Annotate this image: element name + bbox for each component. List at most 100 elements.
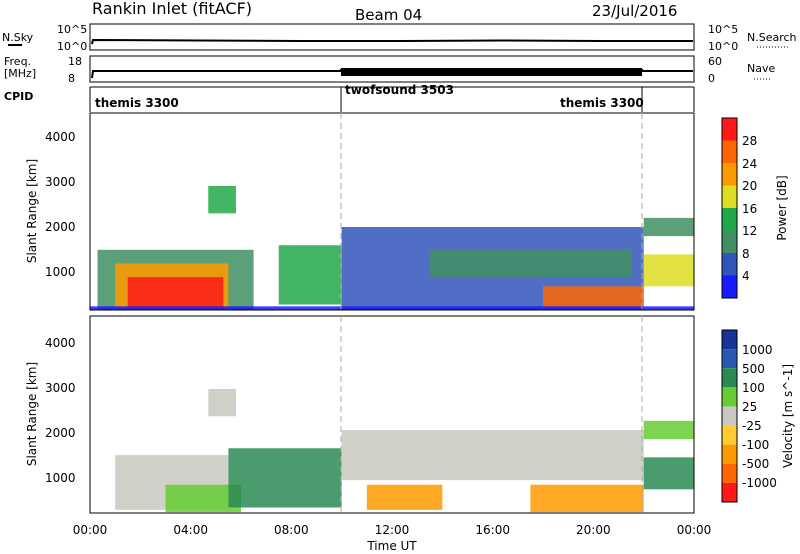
freq-panel: Freq. [MHz] 18 8 60 0 Nave [4,55,775,85]
nsky-panel: N.Sky 10^5 10^0 10^5 10^0 N.Search [2,23,797,53]
power-cbar-tick-20: 20 [742,179,757,193]
power-region [543,286,644,307]
xtick-4: 16:00 [475,523,510,537]
power-ytick-2000: 2000 [45,220,76,234]
beam-label: Beam 04 [355,6,422,24]
xtick-6: 00:00 [677,523,712,537]
nave-tick-top: 60 [708,55,722,68]
power-colorbar-cell [722,118,737,141]
xtick-5: 20:00 [576,523,611,537]
xtick-2: 08:00 [274,523,309,537]
velocity-cbar-tick-100: 100 [742,381,765,395]
velocity-region [341,430,644,481]
velocity-cbar-tick-m100: -100 [742,438,769,452]
power-region [127,277,224,310]
velocity-region [228,448,342,508]
power-region [643,254,694,287]
nsearch-label: N.Search [747,31,797,44]
power-colorbar-cell [722,140,737,163]
power-colorbar-cell [722,253,737,276]
velocity-ytick-4000: 4000 [45,336,76,350]
velocity-cbar-tick-m1000: -1000 [742,476,777,490]
cpid-label: CPID [4,90,33,103]
nsky-frame [89,23,695,51]
power-cbar-tick-8: 8 [742,247,750,261]
power-region [278,245,342,305]
power-cbar-label: Power [dB] [775,175,789,240]
velocity-region [530,484,644,513]
freq-left-tick-bottom: 8 [68,72,75,85]
power-ytick-4000: 4000 [45,130,76,144]
velocity-cbar-tick-1000: 1000 [742,343,773,357]
power-cbar-tick-4: 4 [742,269,750,283]
velocity-cbar-tick-m25: -25 [742,419,762,433]
cpid-segment-2: twofsound 3503 [345,83,454,97]
nsky-left-tick-bottom: 10^0 [57,40,87,53]
velocity-frame [89,315,695,514]
velocity-cbar-tick-500: 500 [742,362,765,376]
nsky-left-tick-top: 10^5 [57,23,87,36]
velocity-region [643,420,694,440]
velocity-colorbar-cell [722,387,737,407]
nsky-right-tick-bottom: 10^0 [708,40,738,53]
power-ytick-1000: 1000 [45,265,76,279]
power-colorbar: 4 8 12 16 20 24 28 Power [dB] [721,117,789,299]
velocity-region [366,484,443,510]
velocity-colorbar-cell [722,463,737,483]
power-frame [89,112,695,311]
nsky-right-tick-top: 10^5 [708,23,738,36]
cpid-segment-3: themis 3300 [560,96,644,110]
velocity-colorbar: 1000 500 100 25 -25 -100 -500 -1000 Velo… [721,329,795,503]
cpid-panel: CPID themis 3300 twofsound 3503 themis 3… [4,83,695,112]
velocity-ytick-1000: 1000 [45,471,76,485]
power-region [429,249,632,278]
x-axis: 00:00 04:00 08:00 12:00 16:00 20:00 00:0… [73,523,712,553]
power-ylabel: Slant Range [km] [25,159,39,263]
nave-band [341,68,642,76]
freq-frame [89,55,695,83]
velocity-colorbar-cell [722,368,737,388]
xtick-3: 12:00 [375,523,410,537]
xtick-0: 00:00 [73,523,108,537]
power-colorbar-cell [722,208,737,231]
velocity-cbar-label: Velocity [m s^-1] [781,364,795,468]
power-colorbar-cell [722,230,737,253]
velocity-colorbar-frame [721,329,738,503]
velocity-colorbar-cell [722,444,737,464]
velocity-region [208,388,236,417]
power-colorbar-frame [721,117,738,299]
velocity-heatmap [115,388,694,513]
velocity-colorbar-cell [722,406,737,426]
velocity-ytick-2000: 2000 [45,426,76,440]
velocity-cbar-tick-25: 25 [742,400,757,414]
power-cbar-tick-12: 12 [742,224,757,238]
power-ytick-3000: 3000 [45,175,76,189]
velocity-ylabel: Slant Range [km] [25,362,39,466]
velocity-region [643,457,694,490]
velocity-ytick-3000: 3000 [45,381,76,395]
nsky-trace [91,38,693,45]
freq-label-line1: Freq. [4,55,31,68]
velocity-colorbar-cell [722,482,737,502]
velocity-cbar-tick-m500: -500 [742,457,769,471]
power-heatmap [90,185,694,310]
power-region [643,217,694,237]
power-colorbar-cell [722,163,737,186]
xlabel: Time UT [366,539,417,553]
power-colorbar-cell [722,275,737,298]
power-region [90,306,694,310]
power-cbar-tick-28: 28 [742,134,757,148]
nsky-label: N.Sky [2,31,34,44]
power-cbar-tick-24: 24 [742,157,757,171]
freq-label-line2: [MHz] [4,67,36,80]
cpid-segment-1: themis 3300 [95,96,179,110]
power-panel: 1000 2000 3000 4000 Slant Range [km] [25,112,695,311]
velocity-colorbar-cell [722,425,737,445]
power-colorbar-cell [722,185,737,208]
power-cbar-tick-16: 16 [742,202,757,216]
nave-label: Nave [747,62,775,75]
figure-title: Rankin Inlet (fitACF) [92,0,252,18]
velocity-colorbar-cell [722,349,737,369]
freq-left-tick-top: 18 [68,55,82,68]
